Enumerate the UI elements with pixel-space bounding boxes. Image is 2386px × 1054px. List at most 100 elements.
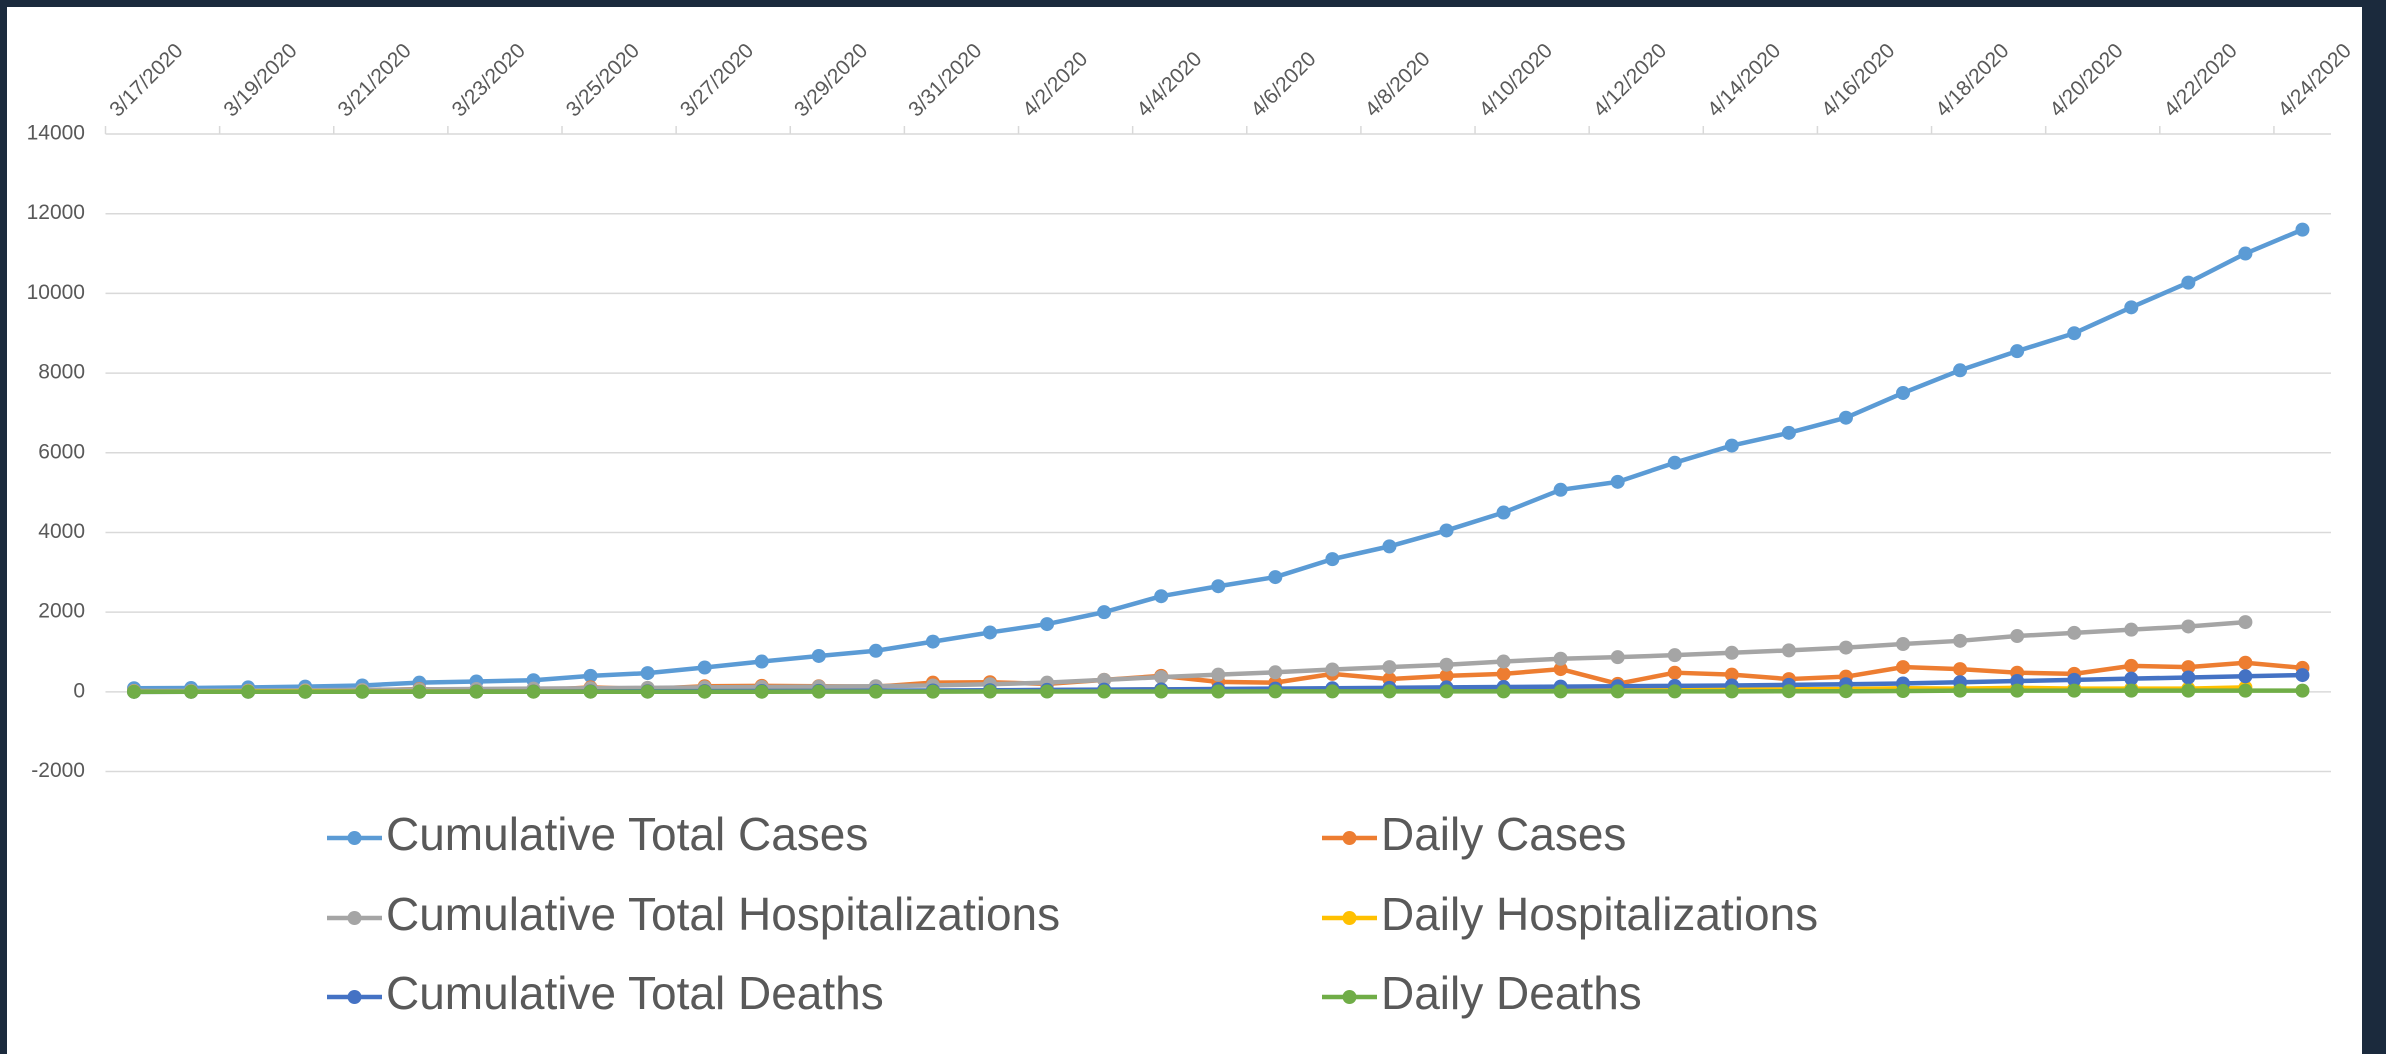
legend-marker <box>1342 831 1357 845</box>
y-tick-label: 0 <box>73 679 85 702</box>
series-marker <box>1496 666 1511 681</box>
series-marker <box>1268 665 1283 680</box>
series-marker <box>640 684 655 699</box>
legend-label: Daily Hospitalizations <box>1381 888 1818 940</box>
series-marker <box>1724 438 1739 453</box>
series-marker <box>2067 683 2082 698</box>
series-marker <box>1154 589 1169 604</box>
series-marker <box>1325 684 1340 699</box>
chart-area <box>7 7 2362 1054</box>
series-marker <box>1211 667 1226 682</box>
series-marker <box>1896 385 1911 400</box>
series-marker <box>1953 363 1968 378</box>
series-marker <box>1496 505 1511 520</box>
y-tick-label: 10000 <box>27 281 85 304</box>
series-marker <box>754 684 769 699</box>
legend-marker <box>1342 990 1357 1004</box>
series-marker <box>1667 684 1682 699</box>
series-marker <box>1553 651 1568 666</box>
series-marker <box>1268 684 1283 699</box>
series-marker <box>583 668 598 683</box>
y-tick-label: -2000 <box>31 759 85 782</box>
series-marker <box>1781 643 1796 658</box>
series-marker <box>925 634 940 649</box>
series-marker <box>1325 552 1340 567</box>
series-marker <box>868 643 883 658</box>
series-marker <box>1382 539 1397 554</box>
series-marker <box>811 684 826 699</box>
series-marker <box>1838 684 1853 699</box>
series-marker <box>2067 672 2082 687</box>
series-marker <box>2124 300 2139 315</box>
series-marker <box>1154 684 1169 699</box>
series-marker <box>241 684 256 699</box>
series-marker <box>1553 662 1568 677</box>
series-marker <box>1667 455 1682 470</box>
series-marker <box>469 684 484 699</box>
series-marker <box>355 684 370 699</box>
series-marker <box>1610 650 1625 665</box>
series-marker <box>1724 645 1739 660</box>
series-marker <box>2295 668 2310 683</box>
series-marker <box>697 660 712 675</box>
y-tick-label: 2000 <box>38 600 85 623</box>
series-marker <box>1953 662 1968 677</box>
series-line <box>134 619 2246 694</box>
series-marker <box>1724 667 1739 682</box>
legend-label: Cumulative Total Cases <box>386 808 868 860</box>
series-marker <box>1439 657 1454 672</box>
y-tick-label: 6000 <box>38 440 85 463</box>
y-tick-label: 14000 <box>27 122 85 145</box>
series-marker <box>2181 670 2196 685</box>
series-marker <box>1953 683 1968 698</box>
series-marker <box>2295 683 2310 698</box>
series-marker <box>184 684 199 699</box>
series-marker <box>1211 579 1226 594</box>
series-marker <box>2238 246 2253 261</box>
series-marker <box>1838 640 1853 655</box>
series-marker <box>1325 662 1340 677</box>
series-marker <box>2238 655 2253 670</box>
series-marker <box>1724 684 1739 699</box>
series-marker <box>2238 683 2253 698</box>
series-marker <box>640 666 655 681</box>
series-marker <box>1439 668 1454 683</box>
series-marker <box>1211 684 1226 699</box>
series-marker <box>526 684 541 699</box>
series-marker <box>1953 633 1968 648</box>
series-marker <box>1838 410 1853 425</box>
y-tick-label: 12000 <box>27 201 85 224</box>
series-marker <box>2181 275 2196 290</box>
series-marker <box>1040 617 1055 632</box>
series-marker <box>925 684 940 699</box>
series-marker <box>2124 671 2139 686</box>
series-marker <box>2238 669 2253 684</box>
series-marker <box>1097 684 1112 699</box>
series-marker <box>1154 670 1169 685</box>
series-marker <box>2238 615 2253 630</box>
series-marker <box>2181 660 2196 675</box>
series-marker <box>2010 683 2025 698</box>
series-marker <box>811 648 826 663</box>
series-marker <box>1439 684 1454 699</box>
series-marker <box>697 684 712 699</box>
series-marker <box>583 684 598 699</box>
series-marker <box>2010 344 2025 359</box>
series-marker <box>1553 482 1568 497</box>
series-marker <box>1781 684 1796 699</box>
series-marker <box>1496 684 1511 699</box>
series-marker <box>2067 326 2082 341</box>
series-marker <box>1896 637 1911 651</box>
series-marker <box>1439 523 1454 538</box>
series-marker <box>298 684 313 699</box>
series-marker <box>2181 683 2196 698</box>
series-marker <box>1097 672 1112 687</box>
series-marker <box>1610 474 1625 489</box>
series-marker <box>982 684 997 699</box>
legend-marker <box>347 911 362 925</box>
series-marker <box>1382 684 1397 699</box>
legend-label: Daily Cases <box>1381 808 1626 860</box>
series-marker <box>2067 625 2082 640</box>
series-marker <box>1610 684 1625 699</box>
